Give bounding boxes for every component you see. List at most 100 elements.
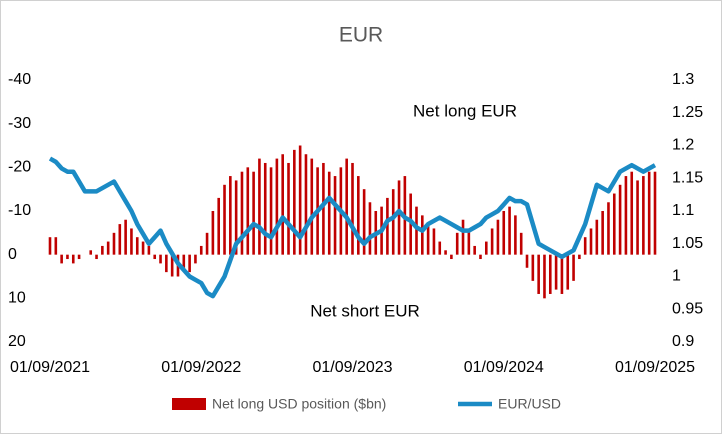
bar: [537, 254, 540, 294]
bar: [298, 145, 302, 255]
y2-tick-label: 1.2: [672, 137, 694, 154]
bar: [566, 254, 570, 290]
bar: [484, 241, 488, 255]
bar: [543, 254, 546, 299]
bar: [234, 180, 238, 255]
bar: [397, 180, 401, 255]
bar: [246, 167, 250, 255]
y2-tick-label: 0.95: [672, 300, 703, 317]
bar: [502, 211, 506, 255]
line: [48, 156, 657, 299]
bar: [77, 254, 81, 260]
legend-label: Net long USD position ($bn): [212, 396, 386, 412]
x-tick-label: 01/09/2022: [161, 359, 241, 376]
bar: [647, 171, 651, 255]
bar: [199, 245, 203, 255]
bar: [106, 241, 110, 255]
bar: [322, 162, 325, 255]
y-tick-label: 0: [8, 246, 17, 263]
bar: [141, 241, 145, 255]
legend-swatch: [172, 398, 206, 410]
bar: [124, 219, 127, 255]
bar: [578, 254, 581, 260]
bar: [60, 254, 63, 264]
y2-tick-label: 1.1: [672, 202, 694, 219]
bar: [304, 154, 308, 255]
annotation: Net long EUR: [413, 101, 517, 120]
bar: [153, 254, 157, 260]
bar: [165, 254, 168, 273]
x-tick-label: 01/09/2025: [615, 359, 695, 376]
bar: [327, 171, 331, 255]
bar: [159, 254, 162, 264]
y-tick-label: -10: [8, 202, 31, 219]
bar: [66, 254, 69, 260]
y-tick-label: 20: [8, 333, 26, 350]
bar: [548, 254, 552, 294]
bar: [368, 202, 372, 255]
bar: [450, 254, 453, 260]
bar: [252, 171, 255, 255]
bar: [89, 250, 93, 255]
bar: [467, 228, 471, 255]
bar: [560, 254, 564, 294]
bar: [54, 237, 58, 255]
bar: [205, 232, 209, 255]
bar: [269, 167, 273, 255]
y2-tick-label: 1.25: [672, 104, 703, 121]
y2-tick-label: 1.05: [672, 235, 703, 252]
y2-tick-label: 1.3: [672, 71, 694, 88]
bar: [490, 228, 494, 255]
legend-label: EUR/USD: [498, 396, 561, 412]
y-tick-label: 10: [8, 290, 26, 307]
bar: [188, 254, 191, 273]
bar: [281, 154, 284, 255]
bar: [345, 158, 348, 255]
bar: [601, 211, 604, 255]
bar: [229, 176, 232, 255]
bar: [194, 254, 197, 264]
bar: [653, 171, 657, 255]
bar: [287, 162, 290, 255]
bar: [170, 254, 174, 277]
bar: [508, 206, 511, 255]
bar: [607, 202, 610, 255]
chart-title: EUR: [339, 24, 383, 47]
bar: [130, 228, 133, 255]
bar: [624, 176, 628, 255]
bar: [514, 215, 517, 255]
y-tick-label: -30: [8, 115, 31, 132]
bar: [112, 232, 116, 255]
bar: [589, 228, 593, 255]
bar: [421, 215, 424, 255]
bar: [147, 245, 151, 255]
bar: [554, 254, 558, 290]
bar: [71, 254, 75, 264]
bar: [519, 232, 523, 255]
bar: [182, 254, 186, 268]
bar: [391, 189, 395, 255]
bar: [572, 254, 575, 281]
bar: [583, 237, 587, 255]
bar: [240, 171, 244, 255]
bar: [496, 219, 500, 255]
bar: [263, 162, 267, 255]
bar: [135, 237, 139, 255]
bar: [426, 224, 430, 255]
bar: [101, 245, 104, 255]
y2-tick-label: 0.9: [672, 333, 694, 350]
bar: [479, 254, 482, 260]
bar: [275, 158, 279, 255]
bar: [630, 171, 634, 255]
bar: [415, 206, 418, 255]
bar: [432, 228, 436, 255]
bar: [258, 158, 261, 255]
bar: [223, 184, 226, 255]
bar: [118, 224, 122, 255]
bar: [362, 189, 366, 255]
bar: [525, 254, 529, 268]
bar: [351, 162, 354, 255]
y2-tick-label: 1.15: [672, 169, 703, 186]
bar: [310, 158, 314, 255]
